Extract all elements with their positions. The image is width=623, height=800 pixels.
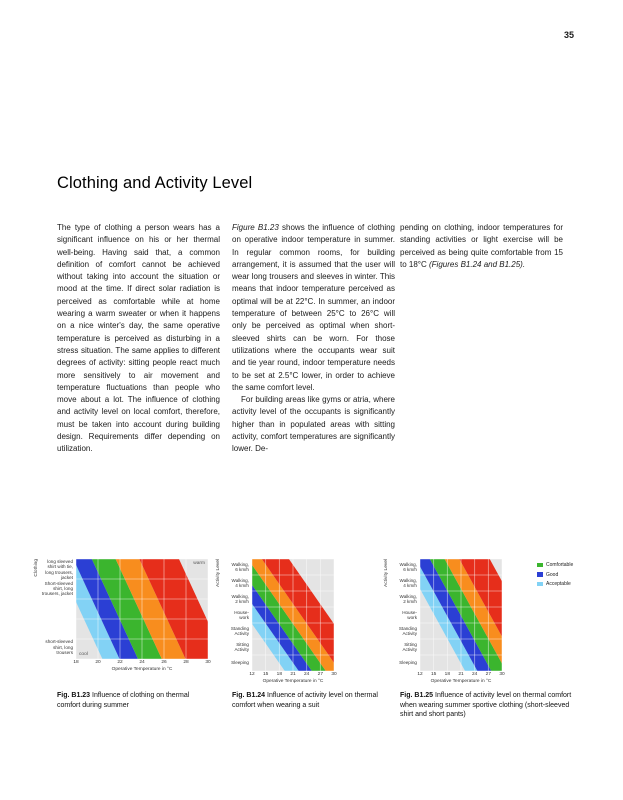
comfort-band-plot <box>252 559 334 671</box>
x-tick-label: 12 <box>417 672 423 677</box>
x-tick-label: 18 <box>73 660 79 665</box>
figure-b1-25-chart: Activity Level Walking, 6 km/h Walking, 4… <box>384 559 505 684</box>
category-label <box>40 600 76 620</box>
corner-label-warm: warm <box>193 561 205 566</box>
paragraph: pending on clothing, indoor temperatures… <box>400 223 563 269</box>
page-number: 35 <box>563 30 574 40</box>
y-axis-category-labels: Walking, 6 km/h Walking, 4 km/h Walking, 2… <box>222 559 252 671</box>
figure-label: Fig. B1.24 <box>232 692 266 699</box>
comfort-band-svg <box>420 559 502 671</box>
x-tick-label: 21 <box>290 672 296 677</box>
category-label: Walking, 4 km/h <box>231 577 249 588</box>
x-tick-label: 24 <box>471 672 478 677</box>
category-label: Sleeping <box>231 660 249 666</box>
x-tick-label: 30 <box>499 672 505 677</box>
category-label: Standing Activity <box>398 625 417 636</box>
x-tick-label: 28 <box>183 660 189 665</box>
legend-item-acceptable: Acceptable <box>537 581 573 587</box>
body-column-2: Figure B1.23 shows the influence of clot… <box>232 222 395 456</box>
category-label: Sleeping <box>399 660 417 666</box>
x-tick-label: 24 <box>303 672 310 677</box>
x-tick-label: 24 <box>139 660 145 665</box>
y-axis-title: Activity Level <box>216 559 221 587</box>
x-tick-label: 15 <box>262 672 269 677</box>
legend-item-good: Good <box>537 572 573 578</box>
x-tick-label: 22 <box>117 660 123 665</box>
legend-label: Comfortable <box>546 562 574 568</box>
caption-b1-23: Fig. B1.23 Influence of clothing on ther… <box>57 692 190 709</box>
category-label: short-sleeved shirt, long trousers <box>45 639 73 656</box>
category-label: long sleeved shirt with tie, long trouse… <box>45 559 73 581</box>
caption-b1-24: Fig. B1.24 Influence of activity level o… <box>232 692 378 709</box>
body-column-3: pending on clothing, indoor temperatures… <box>400 222 563 271</box>
comfort-band-svg <box>252 559 334 671</box>
legend-swatch-comfortable <box>537 562 543 568</box>
category-label: Standing Activity <box>230 625 249 636</box>
paragraph: For building areas like gyms or atria, w… <box>232 395 395 454</box>
category-label: Sitting Activity <box>402 641 417 652</box>
legend-swatch-acceptable <box>537 581 543 587</box>
x-tick-label: 27 <box>317 672 323 677</box>
plot-column: 12 15 18 21 24 27 30 Operative Temperature in … <box>249 559 337 684</box>
caption-b1-25: Fig. B1.25 Influence of activity level o… <box>400 692 572 719</box>
category-label: Short-sleeved shirt, long trousers, jack… <box>41 580 73 597</box>
x-tick-label: 20 <box>95 660 101 665</box>
figure-reference: Figure B1.23 <box>232 223 279 232</box>
comfort-band-plot <box>420 559 502 671</box>
paragraph: Figure B1.23 shows the influence of clot… <box>232 223 395 392</box>
category-label: Walking, 2 km/h <box>399 593 417 604</box>
body-column-1: The type of clothing a person wears has … <box>57 222 220 456</box>
x-tick-label: 18 <box>444 672 450 677</box>
x-tick-label: 15 <box>430 672 437 677</box>
category-label: Walking, 6 km/h <box>231 561 249 572</box>
x-axis-ticks: 12 15 18 21 24 27 30 <box>417 672 505 678</box>
legend-label: Acceptable <box>546 581 571 587</box>
comfort-band-svg <box>76 559 208 659</box>
corner-label-cool: cool <box>79 652 88 657</box>
figure-b1-24-chart: Activity Level Walking, 6 km/h Walking, 4… <box>216 559 337 684</box>
legend-swatch-good <box>537 572 543 577</box>
y-axis-title: Clothing <box>34 559 39 577</box>
plot-column: 12 15 18 21 24 27 30 Operative Temperature in … <box>417 559 505 684</box>
legend-label: Good <box>546 571 559 578</box>
legend-item-comfortable: Comfortable <box>537 562 573 568</box>
y-axis-title: Activity Level <box>384 559 389 587</box>
paragraph: The type of clothing a person wears has … <box>57 223 220 454</box>
x-tick-label: 18 <box>276 672 282 677</box>
chart-legend: Comfortable Good Acceptable <box>537 562 573 591</box>
figure-reference: (Figures B1.24 and B1.25). <box>429 259 526 269</box>
x-tick-label: 21 <box>458 672 464 677</box>
figure-label: Fig. B1.23 <box>57 692 91 699</box>
y-axis-category-labels: Walking, 6 km/h Walking, 4 km/h Walking, 2… <box>390 559 420 671</box>
category-label: Walking, 6 km/h <box>399 561 417 572</box>
x-axis-ticks: 18 20 22 24 26 28 30 <box>73 660 211 666</box>
category-label <box>40 620 76 640</box>
page-title: Clothing and Activity Level <box>57 174 253 192</box>
x-axis-ticks: 12 15 18 21 24 27 30 <box>249 672 337 678</box>
x-tick-label: 26 <box>161 660 167 665</box>
category-label: House- work <box>234 609 249 620</box>
x-tick-label: 27 <box>485 672 491 677</box>
x-tick-label: 30 <box>205 660 211 665</box>
plot-column: warm cool 18 20 22 24 26 28 30 Operative Tempe… <box>73 559 211 672</box>
x-axis-title: Operative Temperature in °C <box>111 667 173 672</box>
figure-label: Fig. B1.25 <box>400 692 434 699</box>
comfort-band-plot: warm cool <box>76 559 208 659</box>
y-axis-category-labels: long sleeved shirt with tie, long trouse… <box>40 559 76 659</box>
category-label: Sitting Activity <box>234 641 249 652</box>
category-label: House- work <box>402 609 417 620</box>
x-tick-label: 30 <box>331 672 337 677</box>
x-axis-title: Operative Temperature in °C <box>430 679 492 684</box>
category-label: Walking, 2 km/h <box>231 593 249 604</box>
x-axis-title: Operative Temperature in °C <box>262 679 324 684</box>
category-label: Walking, 4 km/h <box>399 577 417 588</box>
figure-b1-23-chart: Clothing long sleeved shirt with tie, lo… <box>34 559 211 672</box>
x-tick-label: 12 <box>249 672 255 677</box>
